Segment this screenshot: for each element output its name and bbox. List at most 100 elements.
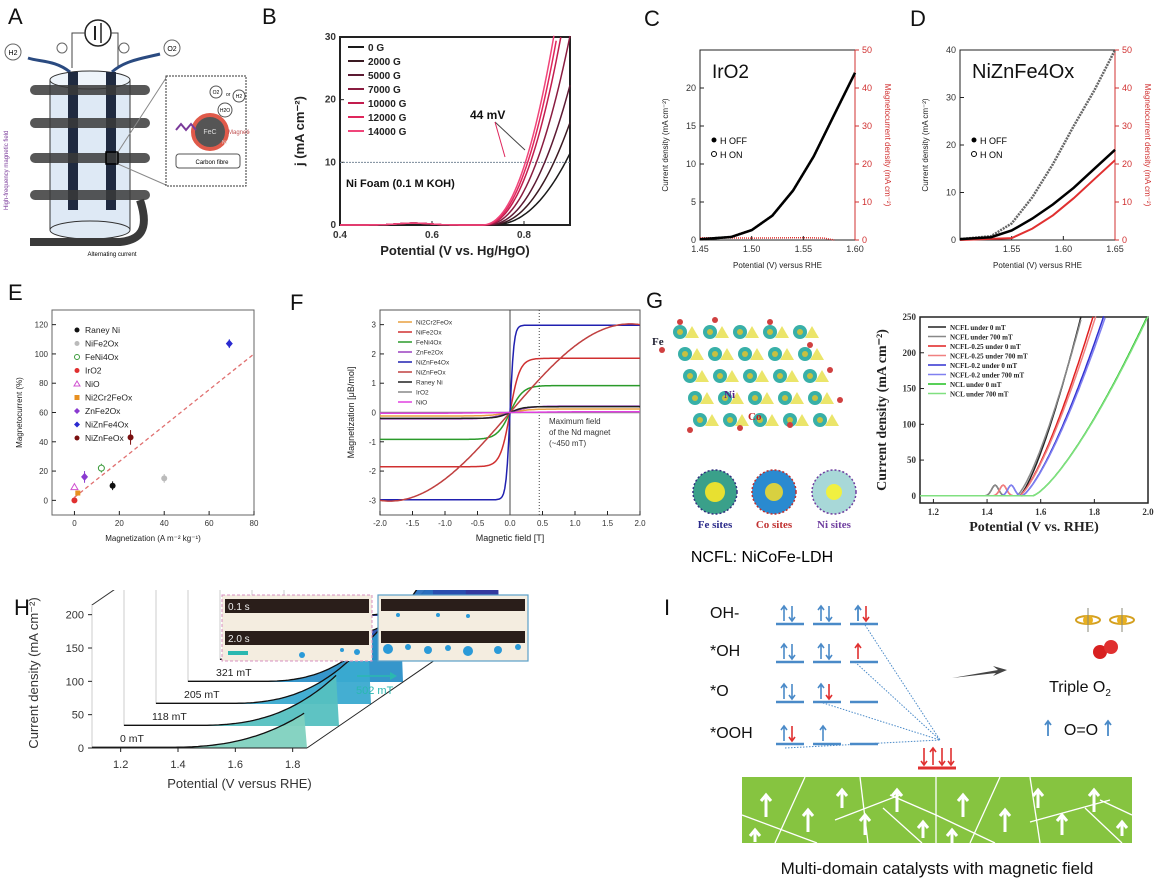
x-axis-label: Magnetization (A m⁻² kg⁻¹)	[105, 534, 201, 543]
y2-tick-label: 0	[862, 235, 867, 245]
lattice-center	[747, 373, 753, 379]
y-tick-label: 2	[372, 350, 377, 359]
lattice-center	[752, 395, 758, 401]
fec-label: FeC	[203, 129, 216, 136]
current-curve	[920, 316, 1149, 497]
lattice-center	[677, 329, 683, 335]
x-tick-label: 0.0	[504, 519, 516, 528]
o2-bubble	[163, 39, 181, 57]
lattice-center	[797, 329, 803, 335]
x-tick-label: 0.8	[517, 230, 531, 241]
lattice-center	[727, 417, 733, 423]
y-tick-label: 20	[325, 95, 337, 106]
diagram-caption: Multi-domain catalysts with magnetic fie…	[781, 859, 1094, 878]
magnetocurrent-line	[959, 159, 1116, 241]
legend-label: H ON	[980, 150, 1003, 160]
panel-label-b: B	[262, 4, 277, 29]
x-tick-label: 60	[205, 519, 214, 528]
legend-label: NiFe2Ox	[416, 330, 442, 337]
inset-h2o-label: H2O	[220, 108, 230, 114]
g-caption: NCFL: NiCoFe-LDH	[691, 549, 833, 566]
spin-down-arrow	[788, 684, 796, 701]
lattice-triangle	[790, 392, 804, 404]
nd-magnet-annotation: Maximum field of the Nd magnet (~450 mT)	[549, 417, 611, 448]
lattice-triangle	[695, 370, 709, 382]
lattice-triangle	[820, 392, 834, 404]
y-tick-label: 0	[691, 235, 696, 245]
trend-line	[73, 353, 255, 498]
legend-label: 7000 G	[368, 85, 401, 96]
lattice-center	[707, 329, 713, 335]
y-tick-label: 0	[330, 220, 336, 231]
y2-tick-label: 0	[1122, 235, 1127, 245]
electrode-bar	[381, 599, 525, 611]
chart-f: -2.0 -1.5 -1.0 -0.5 0.0 0.5 1.0 1.5 2.0 -3 -2 -1 0 1 2…	[346, 309, 646, 543]
legend-label: IrO2	[416, 390, 429, 397]
y2-tick-label: 50	[862, 45, 872, 55]
x-tick-label: 1.0	[569, 519, 581, 528]
lattice-center	[712, 351, 718, 357]
lattice-triangle	[765, 414, 779, 426]
y-tick-label: 15	[686, 121, 696, 131]
legend-label: NCFL under 0 mT	[950, 324, 1006, 332]
magnetic-domain-arrow	[998, 807, 1012, 832]
lattice-center	[802, 351, 808, 357]
electrode-bar	[381, 631, 525, 643]
bubble	[463, 646, 473, 656]
y-tick-label: 150	[66, 643, 84, 655]
carbon-fibre-label: Carbon fibre	[195, 160, 229, 166]
y-axis-label: Current density (mA cm⁻²)	[875, 329, 890, 491]
domain-boundary	[1084, 807, 1123, 844]
spin-up-arrow	[819, 724, 827, 741]
y-axis-label: j (mA cm⁻²)	[292, 96, 307, 167]
oxygen-atom	[677, 319, 683, 325]
x-tick-label: 1.6	[1035, 507, 1047, 517]
data-point	[81, 472, 89, 481]
ni-atom-label: Ni	[724, 389, 735, 401]
oxygen-atom	[659, 347, 665, 353]
panel-i-diagram: OH- *OH *O *OOH Triple O2 O=O Multi-domain cat…	[710, 604, 1135, 878]
field-label: 502 mT	[356, 685, 394, 697]
state-label: *O	[710, 683, 729, 700]
lattice-center	[767, 329, 773, 335]
y-tick-label: 3	[372, 321, 377, 330]
h-on-line	[959, 49, 1117, 241]
y-axis-label: Magnetocurrent (%)	[15, 377, 24, 448]
data-point	[70, 482, 79, 491]
domain-boundary	[741, 814, 818, 844]
legend-label: NiZnFe4Ox	[85, 420, 129, 430]
x-tick-label: 1.60	[1055, 244, 1073, 254]
field-arrow-head	[390, 672, 397, 680]
spin-down-arrow	[825, 684, 833, 701]
chart-title: IrO2	[712, 62, 749, 83]
x-tick-label: 1.5	[602, 519, 614, 528]
battery-icon	[84, 19, 112, 47]
y-tick-label: 200	[66, 610, 84, 622]
legend-label: NCFL-0.2 under 700 mT	[950, 372, 1024, 380]
y-axis-label: Current density (mA cm⁻²)	[661, 98, 670, 191]
spin-up-arrow	[854, 642, 862, 659]
electrode-bar	[225, 599, 369, 613]
lattice-center	[682, 351, 688, 357]
y-tick-label: 1	[372, 379, 377, 388]
area-fill	[156, 640, 371, 704]
spin-up-arrow	[780, 642, 788, 659]
current-label: Alternating current	[87, 252, 136, 258]
spin-down-arrow	[788, 644, 796, 661]
lattice-triangle	[780, 348, 794, 360]
transfer-arrow	[864, 624, 941, 741]
legend-label: NCFL-0.2 under 0 mT	[950, 362, 1017, 370]
h-off-line	[699, 72, 857, 241]
x-tick-label: 1.2	[928, 507, 940, 517]
series-label: 118 mT	[152, 711, 187, 723]
x-tick-label: 2.0	[634, 519, 646, 528]
domain-boundary	[834, 794, 901, 821]
transfer-arrow	[854, 661, 941, 741]
series-line	[92, 712, 305, 748]
legend-label: 0 G	[368, 43, 384, 54]
fe-atom-label: Fe	[652, 336, 664, 348]
lattice-triangle	[730, 392, 744, 404]
area-fill	[124, 675, 339, 726]
